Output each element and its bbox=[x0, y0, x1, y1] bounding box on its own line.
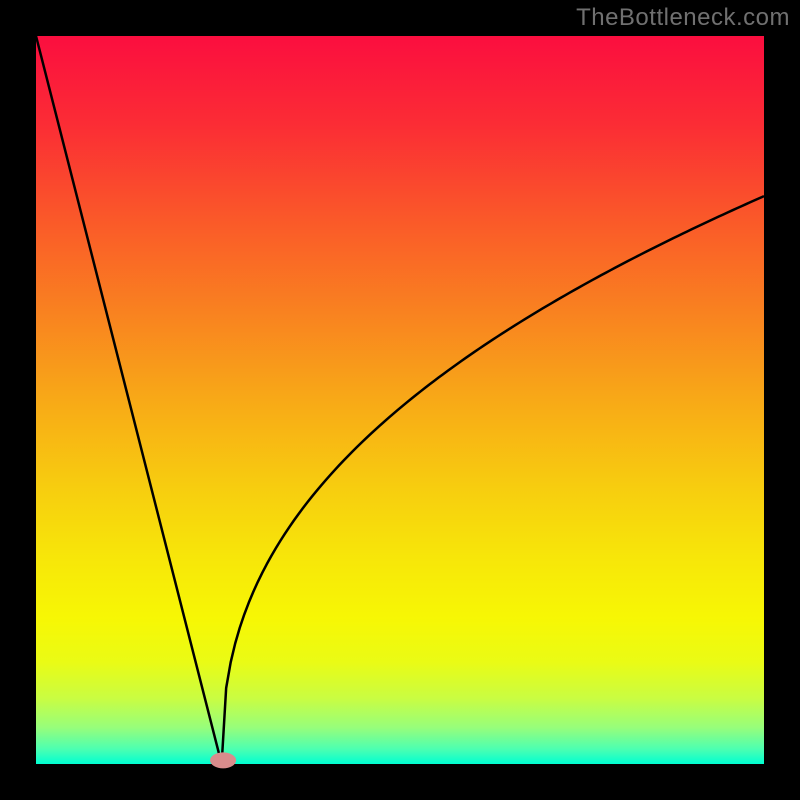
watermark-text: TheBottleneck.com bbox=[576, 4, 790, 32]
bottleneck-chart bbox=[0, 0, 800, 800]
chart-container: TheBottleneck.com bbox=[0, 0, 800, 800]
chart-background bbox=[36, 36, 764, 764]
optimal-point-marker bbox=[210, 752, 236, 768]
